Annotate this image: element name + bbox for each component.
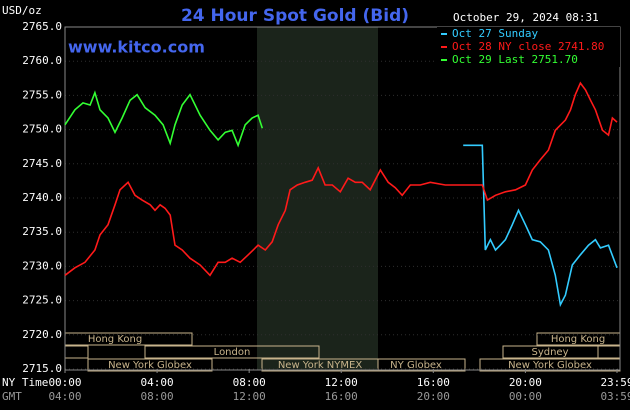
x-tick-label: 20:00 bbox=[509, 376, 542, 389]
session-label: Sydney bbox=[531, 347, 568, 358]
date-stamp: October 29, 2024 08:31 bbox=[453, 11, 599, 24]
session-label: Hong Kong bbox=[88, 334, 142, 345]
y-tick-label: 2730.0 bbox=[22, 259, 62, 272]
series-line bbox=[463, 144, 618, 308]
session-label: New York Globex bbox=[108, 360, 192, 371]
session-label: NY Globex bbox=[390, 360, 442, 371]
legend-box bbox=[437, 27, 620, 67]
x2-tick-label: 03:59 bbox=[600, 390, 630, 403]
y-tick-label: 2740.0 bbox=[22, 191, 62, 204]
y-tick-label: 2750.0 bbox=[22, 123, 62, 136]
legend-label: Oct 28 NY close 2741.80 bbox=[452, 40, 604, 53]
x2-tick-label: 00:00 bbox=[509, 390, 542, 403]
x2-tick-label: 04:00 bbox=[48, 390, 81, 403]
x-tick-label: 16:00 bbox=[417, 376, 450, 389]
chart-title: 24 Hour Spot Gold (Bid) bbox=[181, 6, 409, 26]
session-label: New York Globex bbox=[508, 360, 592, 371]
plot-frame bbox=[64, 26, 621, 371]
y-tick-label: 2715.0 bbox=[22, 362, 62, 375]
session-label: London bbox=[214, 347, 251, 358]
x2-tick-label: 20:00 bbox=[417, 390, 450, 403]
sessions: Hong Kong London New York Globex New Yor… bbox=[64, 332, 621, 372]
x2-tick-label: 08:00 bbox=[141, 390, 174, 403]
session-box bbox=[87, 358, 213, 372]
x2-axis-label: GMT bbox=[2, 390, 22, 403]
x-tick-label: 12:00 bbox=[325, 376, 358, 389]
x-tick-label: 08:00 bbox=[233, 376, 266, 389]
y-tick-label: 2760.0 bbox=[22, 54, 62, 67]
legend-label: Oct 29 Last 2751.70 bbox=[452, 53, 578, 66]
site-label: www.kitco.com bbox=[68, 38, 205, 57]
x-axis-label: NY Time bbox=[2, 376, 48, 389]
session-box bbox=[377, 358, 466, 372]
legend-label: Oct 27 Sunday bbox=[452, 27, 538, 40]
x2-tick-label: 16:00 bbox=[325, 390, 358, 403]
x2-tick-label: 12:00 bbox=[233, 390, 266, 403]
y-tick-label: 2725.0 bbox=[22, 294, 62, 307]
y-tick-label: 2765.0 bbox=[22, 20, 62, 33]
y-tick-label: 2720.0 bbox=[22, 328, 62, 341]
session-label: New York NYMEX bbox=[278, 360, 363, 371]
series-line bbox=[64, 90, 264, 148]
session-box bbox=[144, 345, 320, 359]
x-tick-label: 04:00 bbox=[141, 376, 174, 389]
y-tick-label: 2745.0 bbox=[22, 157, 62, 170]
y-tick-label: 2755.0 bbox=[22, 88, 62, 101]
session-label: Hong Kong bbox=[551, 334, 605, 345]
y-tick-label: 2735.0 bbox=[22, 225, 62, 238]
x-tick-label: 00:00 bbox=[48, 376, 81, 389]
y-axis-label: USD/oz bbox=[2, 4, 42, 17]
series-line bbox=[64, 81, 618, 277]
x-tick-label: 23:59 bbox=[600, 376, 630, 389]
